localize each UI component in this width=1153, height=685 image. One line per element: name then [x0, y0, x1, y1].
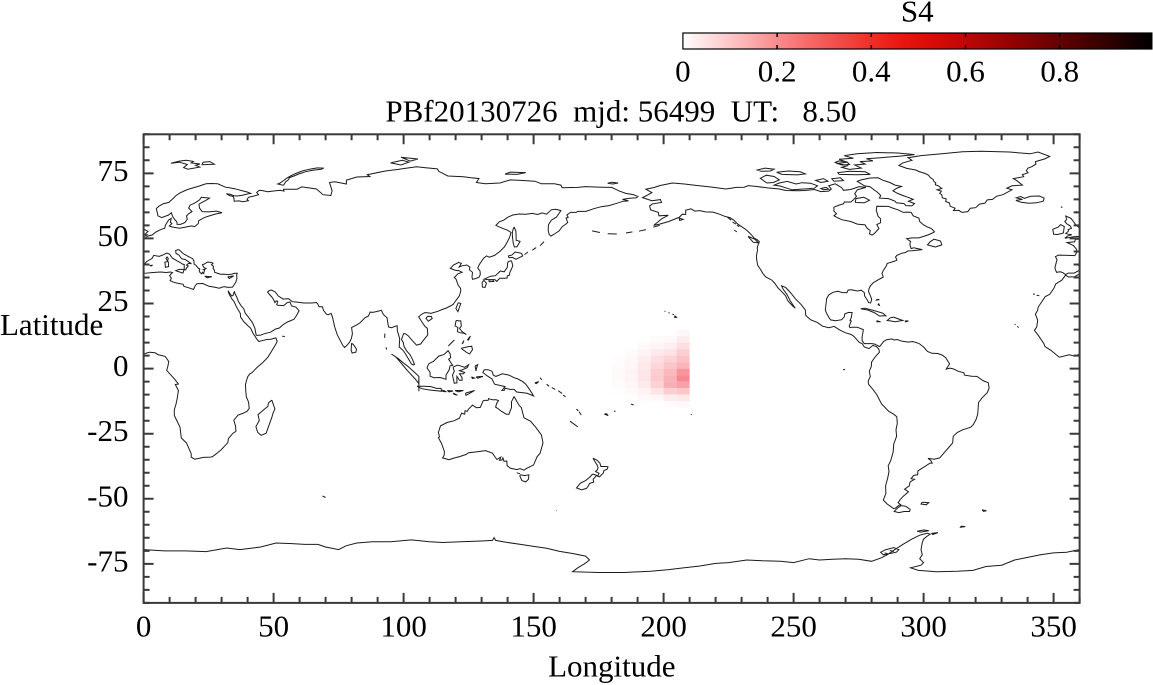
svg-text:0.8: 0.8 — [1040, 54, 1079, 89]
svg-text:0: 0 — [675, 54, 691, 89]
svg-text:350: 350 — [1030, 609, 1077, 644]
svg-text:0.2: 0.2 — [758, 54, 797, 89]
svg-text:50: 50 — [98, 218, 129, 253]
svg-text:0.6: 0.6 — [946, 54, 985, 89]
svg-text:0: 0 — [136, 609, 152, 644]
svg-text:250: 250 — [770, 609, 817, 644]
svg-text:-50: -50 — [87, 478, 128, 513]
svg-text:Latitude: Latitude — [0, 307, 103, 342]
svg-text:-75: -75 — [87, 543, 128, 578]
svg-text:Longitude: Longitude — [548, 649, 675, 684]
svg-text:150: 150 — [510, 609, 557, 644]
svg-text:-25: -25 — [87, 413, 128, 448]
svg-text:100: 100 — [380, 609, 427, 644]
svg-text:PBf20130726 mjd: 56499 UT:: PBf20130726 mjd: 56499 UT: 8.50 — [385, 93, 856, 128]
svg-text:300: 300 — [900, 609, 947, 644]
svg-text:0.4: 0.4 — [852, 54, 891, 89]
svg-text:50: 50 — [258, 609, 289, 644]
svg-text:75: 75 — [98, 153, 129, 188]
svg-text:S4: S4 — [901, 0, 934, 29]
svg-text:0: 0 — [113, 348, 129, 383]
svg-text:25: 25 — [98, 283, 129, 318]
svg-text:200: 200 — [640, 609, 687, 644]
